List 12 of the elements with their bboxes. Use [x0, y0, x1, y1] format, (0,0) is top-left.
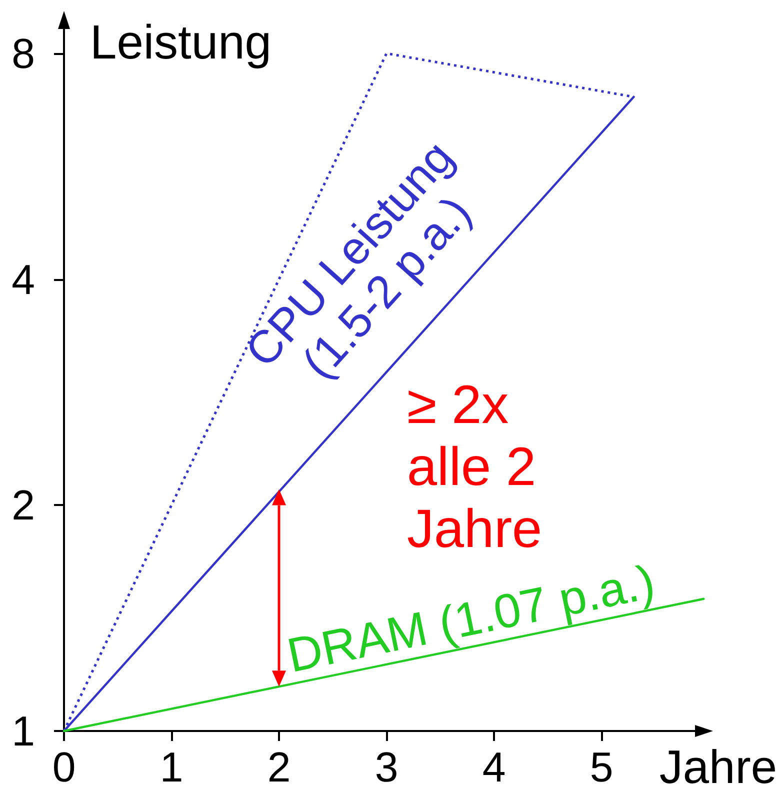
y-tick-label: 2 — [12, 482, 35, 529]
y-tick-label: 1 — [12, 708, 35, 754]
y-tick-label: 8 — [12, 30, 35, 77]
x-tick-label: 1 — [160, 744, 184, 790]
y-tick-label: 4 — [12, 256, 35, 303]
x-tick-label: 5 — [590, 744, 614, 790]
x-tick-label: 3 — [374, 744, 398, 790]
x-tick-label: 2 — [267, 744, 291, 790]
x-tick-label: 0 — [52, 744, 76, 790]
x-axis-title: Jahre — [659, 740, 777, 790]
x-tick-label: 4 — [482, 744, 506, 790]
y-axis-title: Leistung — [90, 16, 272, 70]
